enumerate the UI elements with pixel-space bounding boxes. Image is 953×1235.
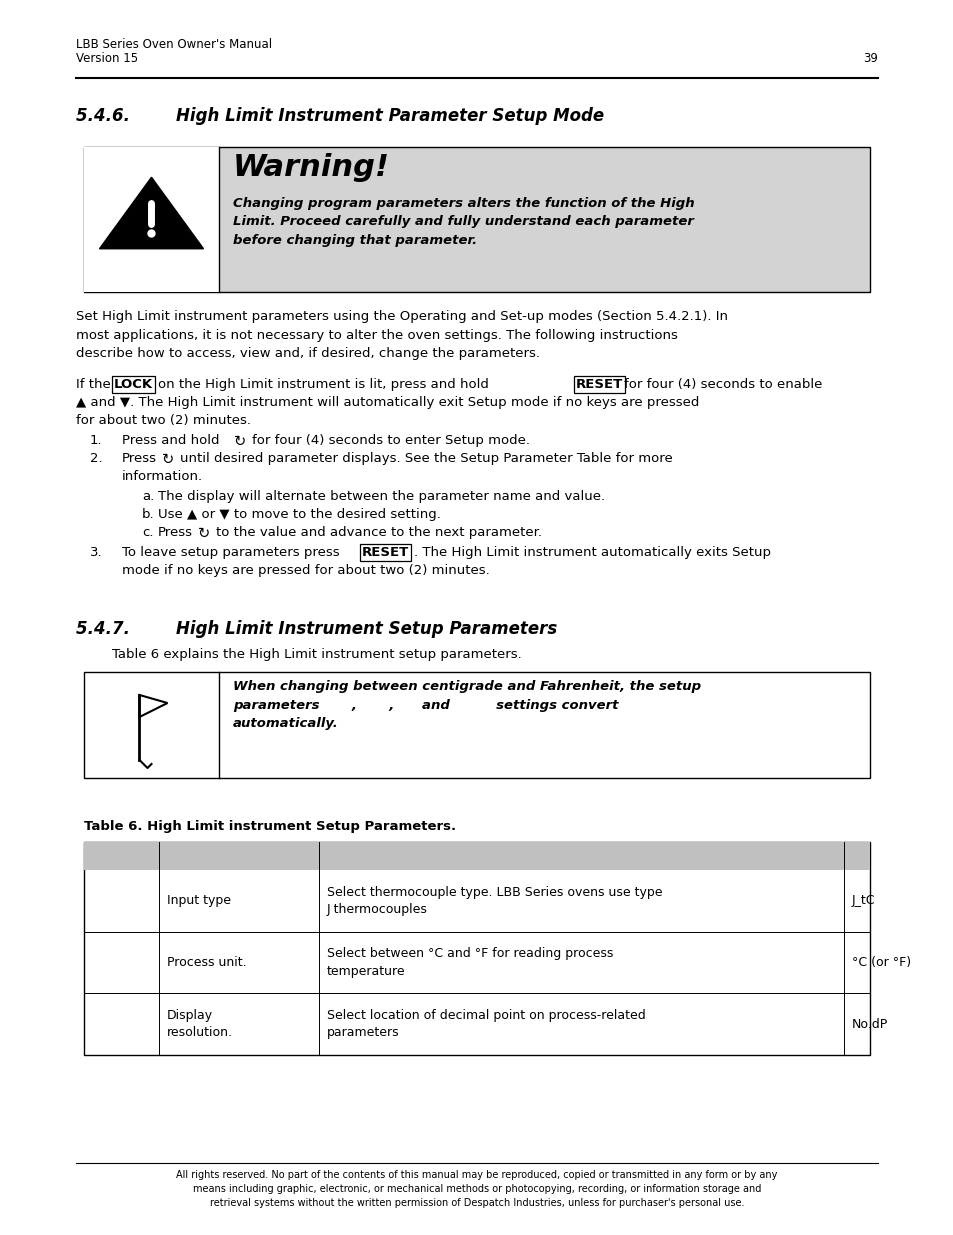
Text: ↻: ↻: [198, 526, 210, 541]
Text: Press: Press: [122, 452, 157, 466]
Text: 1.: 1.: [90, 433, 103, 447]
Text: Changing program parameters alters the function of the High
Limit. Proceed caref: Changing program parameters alters the f…: [233, 198, 694, 247]
Text: Use ▲ or ▼ to move to the desired setting.: Use ▲ or ▼ to move to the desired settin…: [158, 508, 440, 521]
Text: Table 6 explains the High Limit instrument setup parameters.: Table 6 explains the High Limit instrume…: [112, 648, 521, 661]
Text: RESET: RESET: [361, 546, 409, 559]
Text: Select location of decimal point on process-related
parameters: Select location of decimal point on proc…: [327, 1009, 645, 1039]
Text: ↻: ↻: [233, 433, 246, 450]
Text: The display will alternate between the parameter name and value.: The display will alternate between the p…: [158, 490, 604, 503]
Text: Input type: Input type: [167, 894, 231, 908]
Text: 3.: 3.: [90, 546, 103, 559]
Text: °C (or °F): °C (or °F): [851, 956, 910, 969]
Text: for four (4) seconds to enter Setup mode.: for four (4) seconds to enter Setup mode…: [252, 433, 530, 447]
Text: Version 15: Version 15: [76, 52, 138, 65]
Text: When changing between centigrade and Fahrenheit, the setup
parameters       ,   : When changing between centigrade and Fah…: [233, 680, 700, 730]
Text: 39: 39: [862, 52, 877, 65]
Text: for about two (2) minutes.: for about two (2) minutes.: [76, 414, 251, 427]
Text: Table 6. High Limit instrument Setup Parameters.: Table 6. High Limit instrument Setup Par…: [84, 820, 456, 832]
Text: To leave setup parameters press: To leave setup parameters press: [122, 546, 339, 559]
Text: c.: c.: [142, 526, 153, 538]
Text: until desired parameter displays. See the Setup Parameter Table for more: until desired parameter displays. See th…: [180, 452, 672, 466]
Text: Set High Limit instrument parameters using the Operating and Set-up modes (Secti: Set High Limit instrument parameters usi…: [76, 310, 727, 359]
Text: LOCK: LOCK: [113, 378, 153, 391]
FancyBboxPatch shape: [84, 147, 219, 291]
Text: Select between °C and °F for reading process
temperature: Select between °C and °F for reading pro…: [327, 947, 613, 977]
Text: . The High Limit instrument automatically exits Setup: . The High Limit instrument automaticall…: [414, 546, 770, 559]
Text: All rights reserved. No part of the contents of this manual may be reproduced, c: All rights reserved. No part of the cont…: [176, 1170, 777, 1208]
Text: No.dP: No.dP: [851, 1018, 887, 1031]
Text: J_tC: J_tC: [851, 894, 875, 908]
Text: on the High Limit instrument is lit, press and hold: on the High Limit instrument is lit, pre…: [158, 378, 488, 391]
Text: Display
resolution.: Display resolution.: [167, 1009, 233, 1039]
FancyBboxPatch shape: [84, 842, 869, 1055]
Text: 2.: 2.: [90, 452, 103, 466]
Text: Press: Press: [158, 526, 193, 538]
Text: a.: a.: [142, 490, 154, 503]
Text: RESET: RESET: [576, 378, 622, 391]
Text: for four (4) seconds to enable: for four (4) seconds to enable: [623, 378, 821, 391]
Text: If the: If the: [76, 378, 111, 391]
Text: 5.4.7.        High Limit Instrument Setup Parameters: 5.4.7. High Limit Instrument Setup Param…: [76, 620, 557, 638]
Polygon shape: [99, 178, 203, 248]
Text: Process unit.: Process unit.: [167, 956, 247, 969]
FancyBboxPatch shape: [84, 842, 869, 869]
Text: ↻: ↻: [162, 452, 174, 467]
Text: b.: b.: [142, 508, 154, 521]
Text: Press and hold: Press and hold: [122, 433, 219, 447]
Text: Select thermocouple type. LBB Series ovens use type
J thermocouples: Select thermocouple type. LBB Series ove…: [327, 885, 661, 916]
Text: Warning!: Warning!: [233, 153, 390, 182]
Text: information.: information.: [122, 471, 203, 483]
Text: 5.4.6.        High Limit Instrument Parameter Setup Mode: 5.4.6. High Limit Instrument Parameter S…: [76, 107, 603, 125]
FancyBboxPatch shape: [84, 147, 869, 291]
Text: mode if no keys are pressed for about two (2) minutes.: mode if no keys are pressed for about tw…: [122, 564, 489, 577]
FancyBboxPatch shape: [84, 672, 869, 778]
Text: to the value and advance to the next parameter.: to the value and advance to the next par…: [215, 526, 541, 538]
Text: ▲ and ▼. The High Limit instrument will automatically exit Setup mode if no keys: ▲ and ▼. The High Limit instrument will …: [76, 396, 699, 409]
Text: LBB Series Oven Owner's Manual: LBB Series Oven Owner's Manual: [76, 38, 272, 51]
